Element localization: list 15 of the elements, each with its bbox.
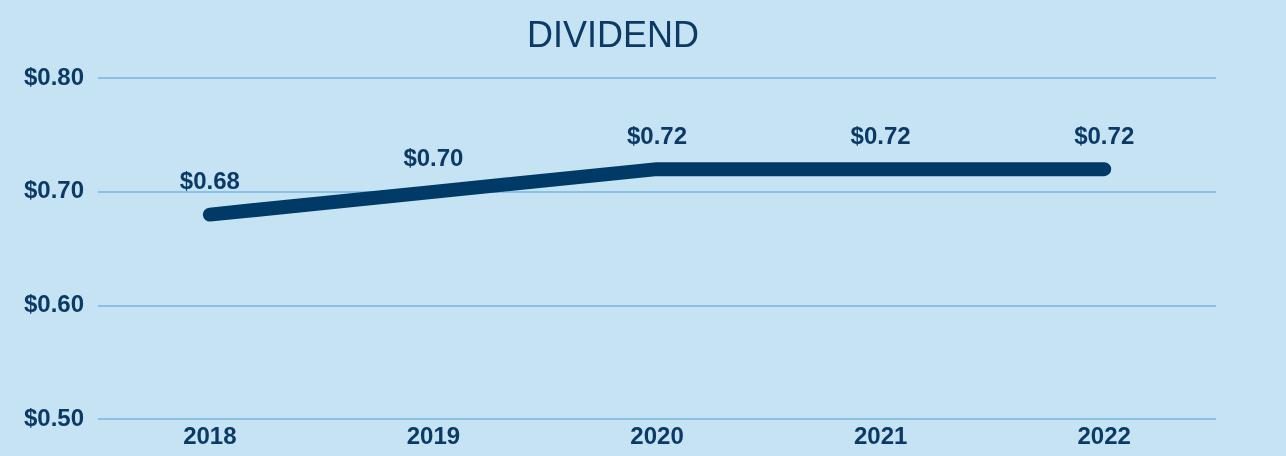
x-tick-label: 2019 <box>406 422 461 450</box>
data-label: $0.70 <box>403 144 464 172</box>
y-tick-label: $0.70 <box>24 176 85 204</box>
x-tick-label: 2020 <box>630 422 684 450</box>
y-tick-label: $0.60 <box>24 290 85 318</box>
y-tick-label: $0.80 <box>24 62 85 90</box>
x-tick-label: 2021 <box>853 422 908 450</box>
x-tick-label: 2022 <box>1077 422 1131 450</box>
data-label: $0.72 <box>1074 121 1135 149</box>
data-label: $0.72 <box>627 121 688 149</box>
chart-title: DIVIDEND <box>526 13 700 55</box>
data-label: $0.72 <box>850 121 911 149</box>
data-label: $0.68 <box>179 167 240 195</box>
y-tick-label: $0.50 <box>24 403 85 431</box>
x-tick-label: 2018 <box>183 422 237 450</box>
